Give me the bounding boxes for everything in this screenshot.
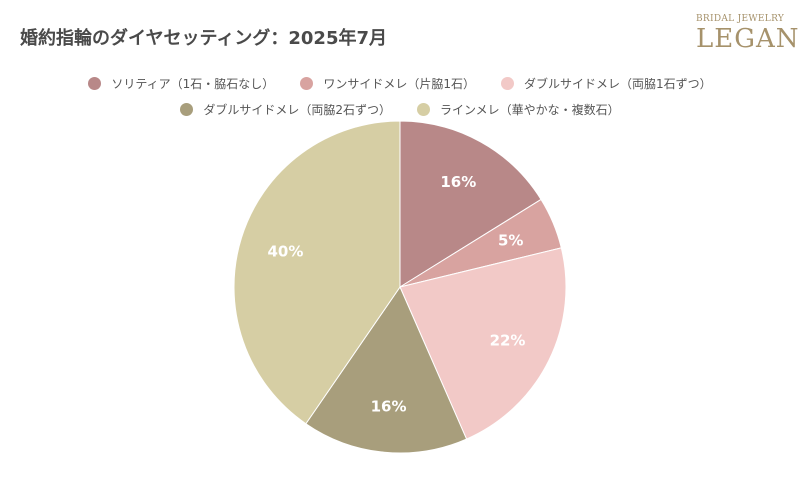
pie-slice-2[interactable] <box>399 247 567 440</box>
legend-item-line-melee[interactable]: ラインメレ（華やかな・複数石） <box>416 101 620 118</box>
legend-label: ソリティア（1石・脇石なし） <box>111 76 275 91</box>
pie-slice-3[interactable] <box>305 285 468 454</box>
pie-slice-0[interactable] <box>399 120 542 288</box>
legend-item-one-side-melee[interactable]: ワンサイドメレ（片脇1石） <box>300 75 475 92</box>
pie-slices <box>233 120 567 454</box>
pie-slice-label: 22% <box>490 331 526 349</box>
legend-swatch <box>88 76 102 90</box>
pie-slice-label: 5% <box>498 232 523 250</box>
legend-item-solitaire[interactable]: ソリティア（1石・脇石なし） <box>88 75 274 92</box>
legend-swatch <box>300 76 314 90</box>
pie-slice-4[interactable] <box>233 120 401 425</box>
legend-swatch <box>416 102 430 116</box>
pie-labels: 16% 5% 22% 16% 40% <box>267 173 525 415</box>
chart-title: 婚約指輪のダイヤセッティング：2025年7月 <box>20 28 388 49</box>
legend-label: ダブルサイドメレ（両脇2石ずつ） <box>203 102 391 117</box>
legend-swatch <box>180 102 194 116</box>
legend-label: ワンサイドメレ（片脇1石） <box>323 76 475 91</box>
pie-slice-label: 16% <box>440 173 476 191</box>
brand-subtitle: BRIDAL JEWELRY <box>696 14 785 24</box>
chart-legend: ソリティア（1石・脇石なし） ワンサイドメレ（片脇1石） ダブルサイドメレ（両脇… <box>0 70 800 122</box>
legend-row-1: ソリティア（1石・脇石なし） ワンサイドメレ（片脇1石） ダブルサイドメレ（両脇… <box>0 70 800 96</box>
legend-label: ダブルサイドメレ（両脇1石ずつ） <box>523 76 712 91</box>
pie-slice-label: 16% <box>371 397 407 415</box>
legend-item-double-side-melee-2[interactable]: ダブルサイドメレ（両脇2石ずつ） <box>180 101 391 118</box>
legend-row-2: ダブルサイドメレ（両脇2石ずつ） ラインメレ（華やかな・複数石） <box>0 96 800 122</box>
pie-slice-label: 40% <box>267 242 303 260</box>
legend-swatch <box>500 76 514 90</box>
legend-item-double-side-melee-1[interactable]: ダブルサイドメレ（両脇1石ずつ） <box>500 75 712 92</box>
legend-label: ラインメレ（華やかな・複数石） <box>439 102 620 117</box>
